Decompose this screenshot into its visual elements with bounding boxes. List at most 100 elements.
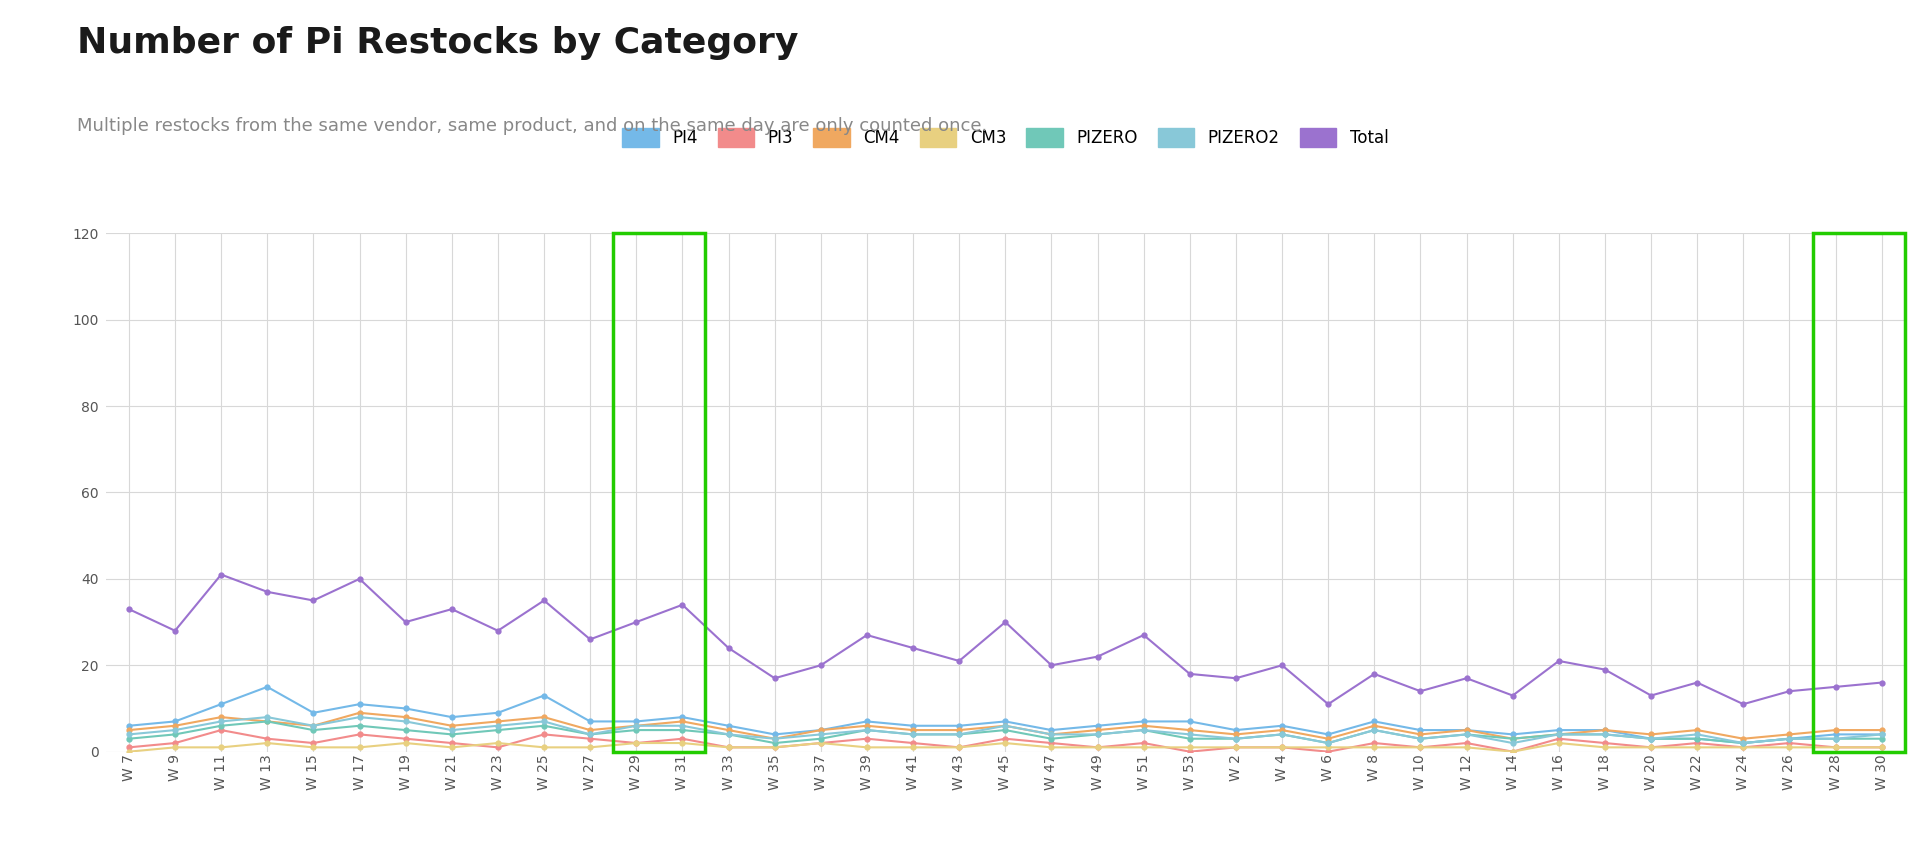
- CM4: [810, 725, 833, 735]
- Total: [163, 626, 187, 636]
- CM3: [856, 742, 879, 753]
- PIZERO: [992, 725, 1015, 735]
- PI3: [1500, 746, 1523, 757]
- Bar: [1811, 233, 1904, 752]
- PI4: [1546, 725, 1569, 735]
- CM4: [671, 716, 694, 727]
- PIZERO2: [1269, 729, 1292, 740]
- CM3: [163, 742, 187, 753]
- PIZERO2: [1823, 734, 1846, 744]
- PI4: [1131, 716, 1154, 727]
- Legend: PI4, PI3, CM4, CM3, PIZERO, PIZERO2, Total: PI4, PI3, CM4, CM3, PIZERO, PIZERO2, Tot…: [621, 128, 1388, 147]
- PIZERO2: [1685, 729, 1708, 740]
- CM3: [579, 742, 602, 753]
- PI4: [1685, 734, 1708, 744]
- PIZERO2: [1731, 738, 1754, 748]
- PIZERO2: [1869, 729, 1892, 740]
- PIZERO2: [163, 725, 187, 735]
- PI4: [487, 708, 510, 718]
- CM4: [256, 716, 279, 727]
- PI4: [948, 721, 971, 731]
- PI4: [1869, 729, 1892, 740]
- CM3: [1223, 742, 1246, 753]
- CM4: [163, 721, 187, 731]
- PI3: [1638, 742, 1661, 753]
- PIZERO: [394, 725, 417, 735]
- Total: [1131, 630, 1154, 640]
- CM3: [992, 738, 1015, 748]
- PI3: [487, 742, 510, 753]
- Total: [625, 617, 648, 627]
- PIZERO: [163, 729, 187, 740]
- Total: [671, 600, 694, 610]
- PI3: [1361, 738, 1385, 748]
- PI3: [163, 738, 187, 748]
- CM4: [1454, 725, 1477, 735]
- Total: [1177, 669, 1200, 679]
- PI4: [671, 712, 694, 722]
- CM4: [625, 721, 648, 731]
- Line: PI4: PI4: [127, 684, 1883, 746]
- PI3: [1085, 742, 1108, 753]
- Text: Number of Pi Restocks by Category: Number of Pi Restocks by Category: [77, 26, 798, 60]
- PI4: [579, 716, 602, 727]
- PI4: [210, 699, 233, 709]
- PI4: [1085, 721, 1108, 731]
- PIZERO2: [117, 729, 140, 740]
- PIZERO2: [1038, 729, 1061, 740]
- PI3: [302, 738, 325, 748]
- PIZERO: [256, 716, 279, 727]
- PI4: [1731, 738, 1754, 748]
- PIZERO2: [1500, 738, 1523, 748]
- PI3: [763, 742, 787, 753]
- PI3: [1269, 742, 1292, 753]
- CM4: [1823, 725, 1846, 735]
- PIZERO2: [487, 721, 510, 731]
- PIZERO2: [1131, 725, 1154, 735]
- PI4: [625, 716, 648, 727]
- CM3: [440, 742, 463, 753]
- PI3: [625, 738, 648, 748]
- PIZERO2: [810, 729, 833, 740]
- CM4: [1500, 734, 1523, 744]
- PIZERO: [533, 721, 556, 731]
- Total: [533, 595, 556, 606]
- PIZERO2: [856, 725, 879, 735]
- PIZERO2: [948, 729, 971, 740]
- CM3: [533, 742, 556, 753]
- CM4: [1869, 725, 1892, 735]
- Total: [1777, 686, 1800, 696]
- Total: [348, 574, 371, 584]
- CM3: [902, 742, 925, 753]
- CM3: [1777, 742, 1800, 753]
- Total: [579, 634, 602, 645]
- PI3: [1315, 746, 1338, 757]
- Total: [902, 643, 925, 653]
- CM4: [394, 712, 417, 722]
- PI4: [856, 716, 879, 727]
- PIZERO: [948, 729, 971, 740]
- CM3: [948, 742, 971, 753]
- PI3: [1408, 742, 1431, 753]
- Text: Multiple restocks from the same vendor, same product, and on the same day are on: Multiple restocks from the same vendor, …: [77, 117, 986, 135]
- Line: CM4: CM4: [127, 710, 1883, 741]
- Total: [1546, 656, 1569, 666]
- PI3: [717, 742, 740, 753]
- PI4: [1361, 716, 1385, 727]
- PIZERO2: [625, 721, 648, 731]
- CM4: [1777, 729, 1800, 740]
- PIZERO2: [348, 712, 371, 722]
- Total: [717, 643, 740, 653]
- PI4: [163, 716, 187, 727]
- PIZERO2: [1592, 729, 1615, 740]
- PIZERO2: [1315, 738, 1338, 748]
- PIZERO: [1269, 729, 1292, 740]
- Total: [1454, 673, 1477, 683]
- PI4: [440, 712, 463, 722]
- PI4: [302, 708, 325, 718]
- PIZERO: [1085, 729, 1108, 740]
- PI3: [992, 734, 1015, 744]
- PIZERO2: [533, 716, 556, 727]
- Total: [1685, 677, 1708, 688]
- PIZERO: [1408, 734, 1431, 744]
